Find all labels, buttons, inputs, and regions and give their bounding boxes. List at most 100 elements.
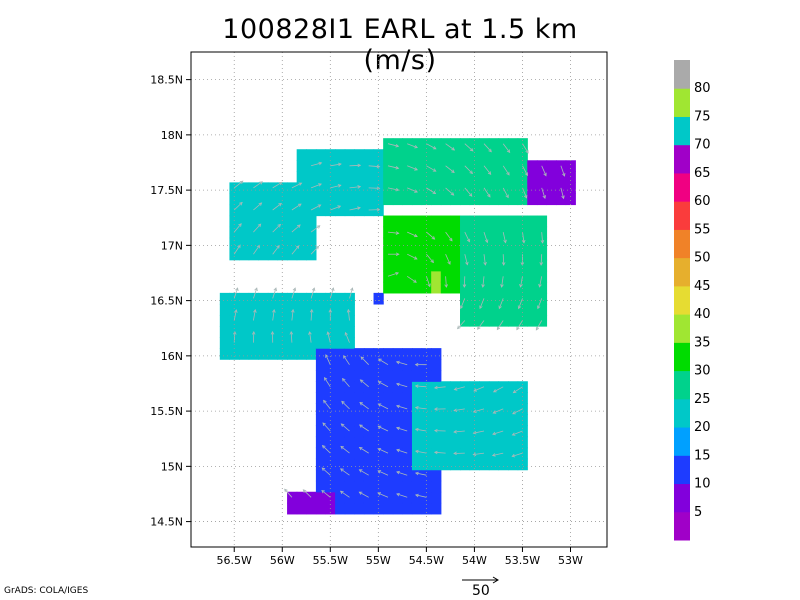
wind-vector <box>359 469 369 476</box>
speed-cell <box>392 392 403 404</box>
wind-vector <box>396 361 408 366</box>
speed-cell <box>354 447 365 460</box>
speed-cell <box>431 160 442 172</box>
speed-cell <box>373 491 384 504</box>
speed-cell <box>296 248 307 261</box>
speed-cell <box>517 149 528 161</box>
speed-cell <box>383 237 394 250</box>
speed-cell <box>239 326 250 338</box>
speed-cell <box>431 469 442 482</box>
wind-vector-head <box>292 287 297 292</box>
speed-cell <box>469 237 480 250</box>
speed-cell <box>239 303 250 316</box>
speed-cell <box>517 259 528 272</box>
speed-cell <box>402 502 413 515</box>
speed-cell <box>498 281 509 294</box>
wind-vector <box>377 492 389 498</box>
speed-cell <box>508 193 519 206</box>
speed-cell <box>411 215 423 228</box>
wind-vector-head <box>323 399 327 404</box>
speed-cell <box>440 403 451 416</box>
wind-vector-head <box>414 427 419 432</box>
wind-vector <box>473 452 485 455</box>
speed-cell <box>411 270 423 283</box>
speed-cell <box>411 237 423 250</box>
speed-cell <box>344 403 355 416</box>
speed-cell <box>460 392 471 404</box>
speed-cell <box>239 248 250 261</box>
wind-vector-head <box>358 469 363 473</box>
speed-cell <box>392 458 403 471</box>
speed-cell <box>258 314 269 327</box>
speed-cell <box>277 193 288 206</box>
speed-cell <box>219 303 231 316</box>
wind-vector <box>233 244 241 255</box>
speed-cell <box>296 204 307 217</box>
speed-cell <box>287 303 298 316</box>
speed-cell <box>402 359 413 371</box>
wind-vector <box>349 287 353 299</box>
wind-vector-head <box>376 164 381 169</box>
speed-cell <box>363 502 375 515</box>
speed-cell <box>335 469 346 482</box>
x-axis-ticks: 56.5W 56W 55.5W 55W 54.5W 54W 53.5W 53W <box>217 547 583 567</box>
speed-cell <box>469 281 480 294</box>
speed-cell <box>469 392 480 404</box>
wind-vector-head <box>453 429 457 434</box>
speed-cell <box>488 182 500 195</box>
speed-cell <box>383 414 394 427</box>
wind-vector <box>426 143 437 150</box>
speed-cell <box>546 182 557 195</box>
wind-vector-head <box>543 172 547 177</box>
speed-cell <box>277 303 288 316</box>
speed-cell <box>450 436 461 449</box>
speed-cell <box>392 403 403 416</box>
speed-cell <box>460 281 471 294</box>
wind-vector <box>272 287 277 299</box>
speed-cell <box>363 381 375 393</box>
speed-cell <box>306 237 317 250</box>
speed-cell <box>373 480 384 493</box>
speed-cell <box>421 469 432 482</box>
wind-vector <box>457 320 466 329</box>
wind-vector-head <box>357 206 361 210</box>
speed-cell <box>479 392 490 404</box>
speed-cell <box>450 171 461 183</box>
wind-vector-head <box>453 387 458 391</box>
x-tick-label: 56W <box>270 554 295 567</box>
speed-cell <box>335 458 346 471</box>
speed-cell <box>315 292 327 305</box>
wind-vector-head <box>433 450 438 455</box>
wind-vector <box>345 332 350 343</box>
speed-cell <box>325 403 336 416</box>
speed-cell <box>536 215 548 228</box>
speed-cell <box>421 425 432 438</box>
speed-cell <box>306 337 317 349</box>
speed-cell <box>344 292 355 305</box>
speed-cell <box>383 458 394 471</box>
wind-vector-head <box>359 424 363 428</box>
speed-cell <box>383 403 394 416</box>
speed-cell <box>315 425 327 438</box>
speed-cell <box>315 436 327 449</box>
speed-cell <box>325 480 336 493</box>
speed-cell <box>421 491 432 504</box>
speed-cell <box>325 171 336 183</box>
wind-vector-head <box>414 233 418 238</box>
speed-cell <box>306 348 317 360</box>
speed-cell <box>479 314 490 327</box>
speed-cell <box>402 149 413 161</box>
speed-cell <box>440 392 451 404</box>
speed-cell <box>546 160 557 172</box>
speed-cell <box>488 215 500 228</box>
wind-vector-head <box>257 223 262 228</box>
wind-vector <box>359 447 369 454</box>
wind-vector-head <box>506 171 510 176</box>
x-tick-label: 54W <box>462 554 487 567</box>
speed-cell <box>287 215 298 228</box>
wind-vector-head <box>395 144 400 148</box>
wind-vector <box>340 468 350 476</box>
wind-vector <box>330 205 341 211</box>
wind-vector <box>483 187 491 198</box>
speed-cell <box>479 414 490 427</box>
